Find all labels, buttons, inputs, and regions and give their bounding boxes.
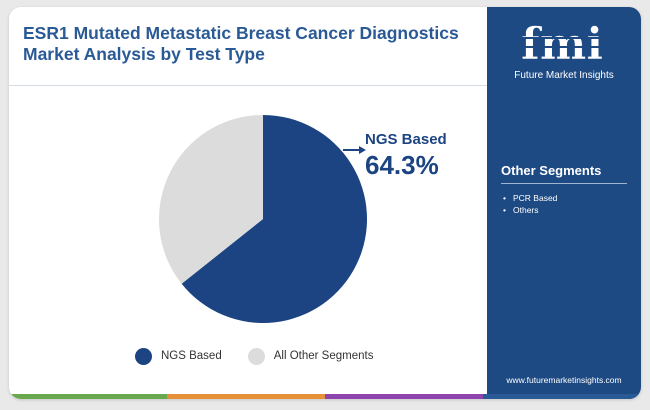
pie-slice-all-other-segments <box>159 115 263 284</box>
accent-bar-orange <box>167 394 325 399</box>
legend-label-other: All Other Segments <box>273 350 374 362</box>
other-segments-list: PCR Based Others <box>501 192 631 216</box>
segments-divider <box>501 183 627 184</box>
legend-swatch-other <box>247 347 265 365</box>
fmi-logo: fmi <box>519 21 605 65</box>
callout-value: 64.3% <box>365 150 439 180</box>
list-item: PCR Based <box>501 192 631 204</box>
other-segments-title: Other Segments <box>501 163 602 178</box>
callout-label: NGS Based <box>365 131 447 148</box>
accent-bar-green <box>9 394 167 399</box>
pie-slice-ngs-based <box>181 115 367 323</box>
legend-item-ngs: NGS Based <box>135 347 222 365</box>
title-divider <box>9 85 487 86</box>
callout-arrowhead <box>359 146 366 154</box>
list-item: Others <box>501 204 631 216</box>
legend-swatch-ngs <box>135 347 152 365</box>
accent-bar-purple <box>325 394 483 399</box>
report-card: ESR1 Mutated Metastatic Breast Cancer Di… <box>9 7 641 399</box>
logo-text: fmi <box>521 21 603 65</box>
pie-chart: NGS Based 64.3% <box>159 115 447 323</box>
chart-title: ESR1 Mutated Metastatic Breast Cancer Di… <box>23 23 459 64</box>
callout: NGS Based 64.3% <box>343 131 447 180</box>
website-link[interactable]: www.futuremarketinsights.com <box>506 375 622 385</box>
legend-label-ngs: NGS Based <box>161 350 222 362</box>
sidebar: fmi Future Market Insights Other Segment… <box>487 7 641 399</box>
logo-caption: Future Market Insights <box>514 70 614 81</box>
accent-bar-blue <box>483 394 641 399</box>
legend-item-other: All Other Segments <box>247 347 374 365</box>
chart-legend: NGS Based All Other Segments <box>135 347 399 365</box>
accent-bar <box>9 394 641 399</box>
